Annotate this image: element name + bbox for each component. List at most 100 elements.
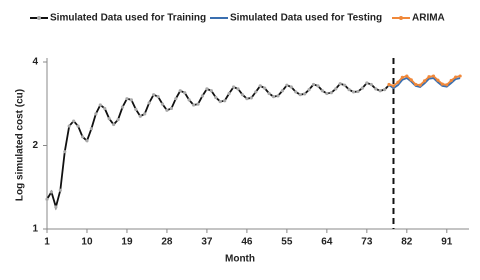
data-point xyxy=(72,119,76,123)
data-point xyxy=(129,98,133,102)
data-point xyxy=(360,86,364,90)
data-point xyxy=(205,87,209,91)
x-tick-label: 28 xyxy=(161,237,173,248)
data-point xyxy=(351,90,356,94)
data-point xyxy=(138,114,142,118)
legend-marker xyxy=(37,16,41,20)
data-point xyxy=(112,122,116,127)
data-point xyxy=(343,83,347,87)
data-point xyxy=(125,97,129,101)
x-tick-label: 55 xyxy=(281,237,293,248)
data-point xyxy=(267,91,271,96)
y-tick-label: 4 xyxy=(32,57,38,68)
data-point xyxy=(218,99,222,104)
data-point xyxy=(431,74,436,78)
x-tick-label: 64 xyxy=(321,237,333,248)
data-point xyxy=(80,135,85,139)
data-point xyxy=(391,84,396,88)
legend-label: ARIMA xyxy=(412,13,445,24)
data-point xyxy=(383,88,387,92)
data-point xyxy=(67,124,71,128)
data-point xyxy=(307,88,311,92)
data-point xyxy=(396,80,400,84)
x-tick-label: 73 xyxy=(361,237,373,248)
data-point xyxy=(94,112,98,116)
data-point xyxy=(147,101,151,105)
data-point xyxy=(440,82,444,86)
data-point xyxy=(107,117,111,121)
data-point xyxy=(458,74,462,78)
data-point xyxy=(45,197,49,201)
data-point xyxy=(454,75,458,79)
data-point xyxy=(169,106,173,111)
data-point xyxy=(254,90,258,94)
data-point xyxy=(49,190,54,194)
series-line xyxy=(46,81,390,211)
data-point xyxy=(258,84,262,88)
data-point xyxy=(85,139,89,143)
data-point xyxy=(134,107,138,111)
data-point xyxy=(54,205,58,209)
data-point xyxy=(294,90,298,94)
data-point xyxy=(116,117,120,122)
data-point xyxy=(303,92,307,96)
x-tick-label: 1 xyxy=(44,237,50,248)
data-point xyxy=(183,91,187,95)
data-point xyxy=(365,81,369,85)
data-point xyxy=(152,93,156,97)
data-point xyxy=(174,97,178,101)
data-point xyxy=(316,84,320,88)
data-point xyxy=(320,89,325,93)
series-line xyxy=(388,77,461,90)
data-point xyxy=(98,103,102,107)
data-point xyxy=(427,75,431,79)
x-tick-label: 37 xyxy=(201,237,213,248)
data-point xyxy=(156,95,160,99)
data-point xyxy=(298,93,302,97)
data-point xyxy=(231,85,236,89)
data-point xyxy=(356,89,360,94)
data-point xyxy=(89,127,94,131)
data-point xyxy=(347,88,351,92)
data-point xyxy=(240,93,245,97)
data-point xyxy=(285,83,289,87)
data-point xyxy=(191,103,196,107)
x-tick-label: 19 xyxy=(121,237,133,248)
data-point xyxy=(369,82,373,87)
data-point xyxy=(436,78,440,82)
data-point xyxy=(271,95,276,99)
data-point xyxy=(387,82,391,87)
x-axis-label: Month xyxy=(225,254,255,265)
data-point xyxy=(422,79,427,83)
data-point xyxy=(196,102,200,106)
y-axis-label: Log simulated cost (cu) xyxy=(15,89,26,201)
data-point xyxy=(227,91,231,96)
data-point xyxy=(223,99,227,103)
data-point xyxy=(289,85,293,89)
data-point xyxy=(103,106,107,111)
x-tick-label: 46 xyxy=(241,237,253,248)
x-tick-label: 10 xyxy=(81,237,93,248)
x-tick-label: 91 xyxy=(441,237,453,248)
data-point xyxy=(143,112,147,116)
data-point xyxy=(400,75,404,79)
data-point xyxy=(449,78,453,83)
data-point xyxy=(409,78,413,82)
y-tick-label: 1 xyxy=(32,224,38,235)
data-point xyxy=(334,87,338,91)
data-point xyxy=(165,108,169,112)
x-tick-label: 82 xyxy=(401,237,413,248)
data-point xyxy=(236,87,240,91)
legend-label: Simulated Data used for Testing xyxy=(230,13,382,24)
data-point xyxy=(445,83,449,87)
data-point xyxy=(160,102,165,106)
data-point xyxy=(325,91,329,96)
data-point xyxy=(378,89,382,93)
data-point xyxy=(120,105,125,109)
legend-label: Simulated Data used for Training xyxy=(50,13,206,24)
data-point xyxy=(418,83,422,87)
data-point xyxy=(276,94,280,98)
data-point xyxy=(245,97,249,101)
data-point xyxy=(311,82,316,87)
